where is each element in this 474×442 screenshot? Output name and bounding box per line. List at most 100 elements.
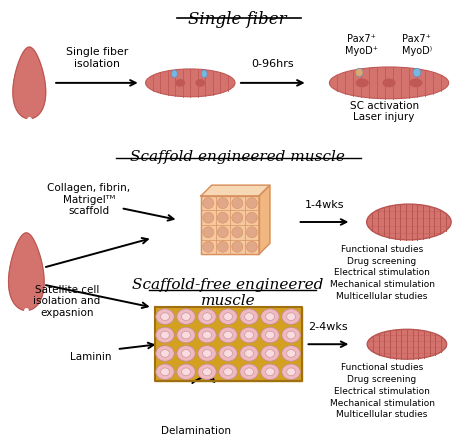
Ellipse shape: [217, 241, 228, 252]
Ellipse shape: [245, 331, 254, 339]
Ellipse shape: [177, 309, 195, 324]
Polygon shape: [155, 308, 301, 381]
Text: Functional studies
Drug screening
Electrical stimulation
Mechanical stimulation
: Functional studies Drug screening Electr…: [329, 363, 435, 419]
Ellipse shape: [245, 350, 254, 357]
Ellipse shape: [287, 368, 295, 376]
Ellipse shape: [217, 227, 228, 238]
Ellipse shape: [261, 309, 279, 324]
Ellipse shape: [219, 346, 237, 361]
Ellipse shape: [232, 212, 243, 223]
Ellipse shape: [198, 309, 216, 324]
Ellipse shape: [265, 331, 274, 339]
Ellipse shape: [265, 368, 274, 376]
Ellipse shape: [246, 241, 257, 252]
Ellipse shape: [161, 313, 169, 320]
Ellipse shape: [282, 327, 301, 343]
Ellipse shape: [232, 241, 243, 252]
Ellipse shape: [282, 346, 301, 361]
Ellipse shape: [203, 212, 214, 223]
Ellipse shape: [201, 70, 207, 78]
Ellipse shape: [246, 227, 257, 238]
Ellipse shape: [156, 309, 174, 324]
Ellipse shape: [198, 346, 216, 361]
Ellipse shape: [156, 327, 174, 343]
Text: Single fiber
isolation: Single fiber isolation: [66, 47, 128, 69]
Polygon shape: [9, 233, 44, 310]
Text: 2-4wks: 2-4wks: [309, 322, 348, 332]
Ellipse shape: [245, 368, 254, 376]
Polygon shape: [259, 185, 270, 254]
Text: Scaffold-free engineered
muscle: Scaffold-free engineered muscle: [132, 278, 324, 308]
Ellipse shape: [282, 309, 301, 324]
Ellipse shape: [282, 364, 301, 380]
Ellipse shape: [265, 313, 274, 320]
Polygon shape: [201, 185, 270, 196]
Ellipse shape: [203, 241, 214, 252]
Ellipse shape: [224, 368, 232, 376]
Ellipse shape: [224, 331, 232, 339]
Text: Functional studies
Drug screening
Electrical stimulation
Mechanical stimulation
: Functional studies Drug screening Electr…: [329, 245, 435, 301]
Ellipse shape: [329, 67, 449, 99]
Polygon shape: [201, 196, 259, 254]
Ellipse shape: [161, 350, 169, 357]
Ellipse shape: [383, 79, 396, 87]
Ellipse shape: [232, 227, 243, 238]
Text: 1-4wks: 1-4wks: [305, 200, 344, 210]
Ellipse shape: [202, 331, 211, 339]
Ellipse shape: [413, 68, 421, 77]
Ellipse shape: [177, 364, 195, 380]
Ellipse shape: [219, 327, 237, 343]
Ellipse shape: [261, 346, 279, 361]
Ellipse shape: [198, 364, 216, 380]
Ellipse shape: [287, 313, 295, 320]
Ellipse shape: [261, 327, 279, 343]
Ellipse shape: [224, 350, 232, 357]
Ellipse shape: [217, 212, 228, 223]
Ellipse shape: [202, 313, 211, 320]
Ellipse shape: [240, 346, 258, 361]
Ellipse shape: [172, 70, 177, 78]
Ellipse shape: [198, 327, 216, 343]
Ellipse shape: [182, 313, 191, 320]
Text: Satellite cell
isolation and
expasnion: Satellite cell isolation and expasnion: [34, 285, 100, 318]
Ellipse shape: [219, 364, 237, 380]
Ellipse shape: [224, 313, 232, 320]
Ellipse shape: [265, 350, 274, 357]
Ellipse shape: [287, 331, 295, 339]
Ellipse shape: [182, 368, 191, 376]
Text: Laminin: Laminin: [70, 352, 112, 362]
Ellipse shape: [240, 309, 258, 324]
Ellipse shape: [356, 79, 369, 87]
Text: Pax7⁺
MyoD⁺: Pax7⁺ MyoD⁺: [345, 34, 378, 56]
Ellipse shape: [175, 79, 185, 87]
Ellipse shape: [240, 327, 258, 343]
Ellipse shape: [356, 68, 363, 77]
Ellipse shape: [410, 79, 422, 87]
Ellipse shape: [245, 313, 254, 320]
Ellipse shape: [240, 364, 258, 380]
Ellipse shape: [287, 350, 295, 357]
Text: Collagen, fibrin,
Matrigelᵀᴹ
scaffold: Collagen, fibrin, Matrigelᵀᴹ scaffold: [47, 183, 130, 217]
Text: Pax7⁺
MyoD⁾: Pax7⁺ MyoD⁾: [402, 34, 432, 56]
Ellipse shape: [232, 198, 243, 209]
Ellipse shape: [202, 368, 211, 376]
Ellipse shape: [217, 198, 228, 209]
Ellipse shape: [161, 368, 169, 376]
Ellipse shape: [261, 364, 279, 380]
Text: Single fiber: Single fiber: [188, 11, 286, 28]
Ellipse shape: [367, 329, 447, 359]
Ellipse shape: [203, 227, 214, 238]
Ellipse shape: [246, 198, 257, 209]
Ellipse shape: [202, 350, 211, 357]
Ellipse shape: [182, 331, 191, 339]
Text: Delamination: Delamination: [161, 426, 231, 436]
Ellipse shape: [146, 69, 235, 97]
Polygon shape: [13, 47, 46, 118]
Ellipse shape: [177, 346, 195, 361]
Text: 0-96hrs: 0-96hrs: [252, 59, 294, 69]
Ellipse shape: [156, 364, 174, 380]
Ellipse shape: [367, 204, 451, 240]
Text: Scaffold engineered muscle: Scaffold engineered muscle: [129, 150, 345, 164]
Ellipse shape: [156, 346, 174, 361]
Ellipse shape: [182, 350, 191, 357]
